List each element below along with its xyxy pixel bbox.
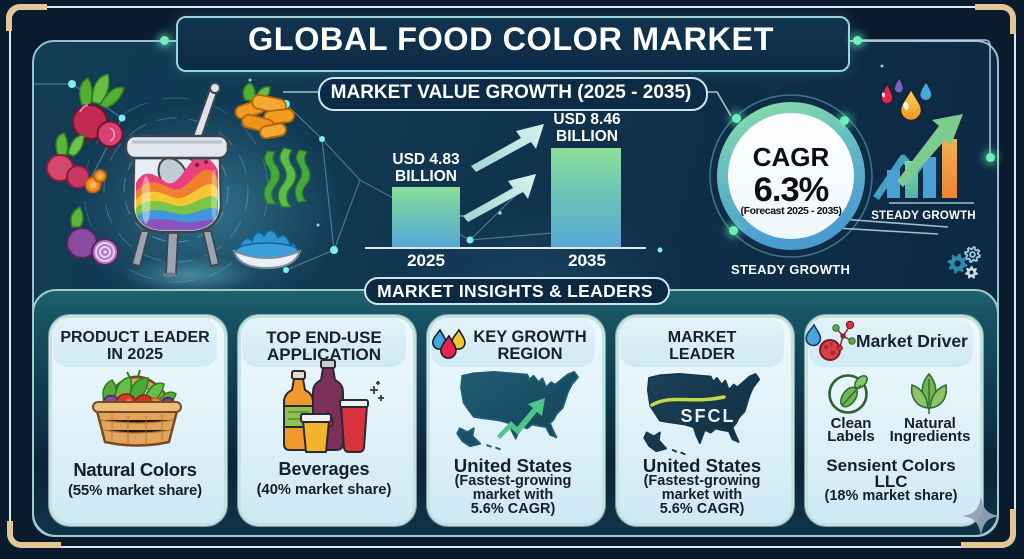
svg-text:SFCL: SFCL (681, 406, 736, 426)
